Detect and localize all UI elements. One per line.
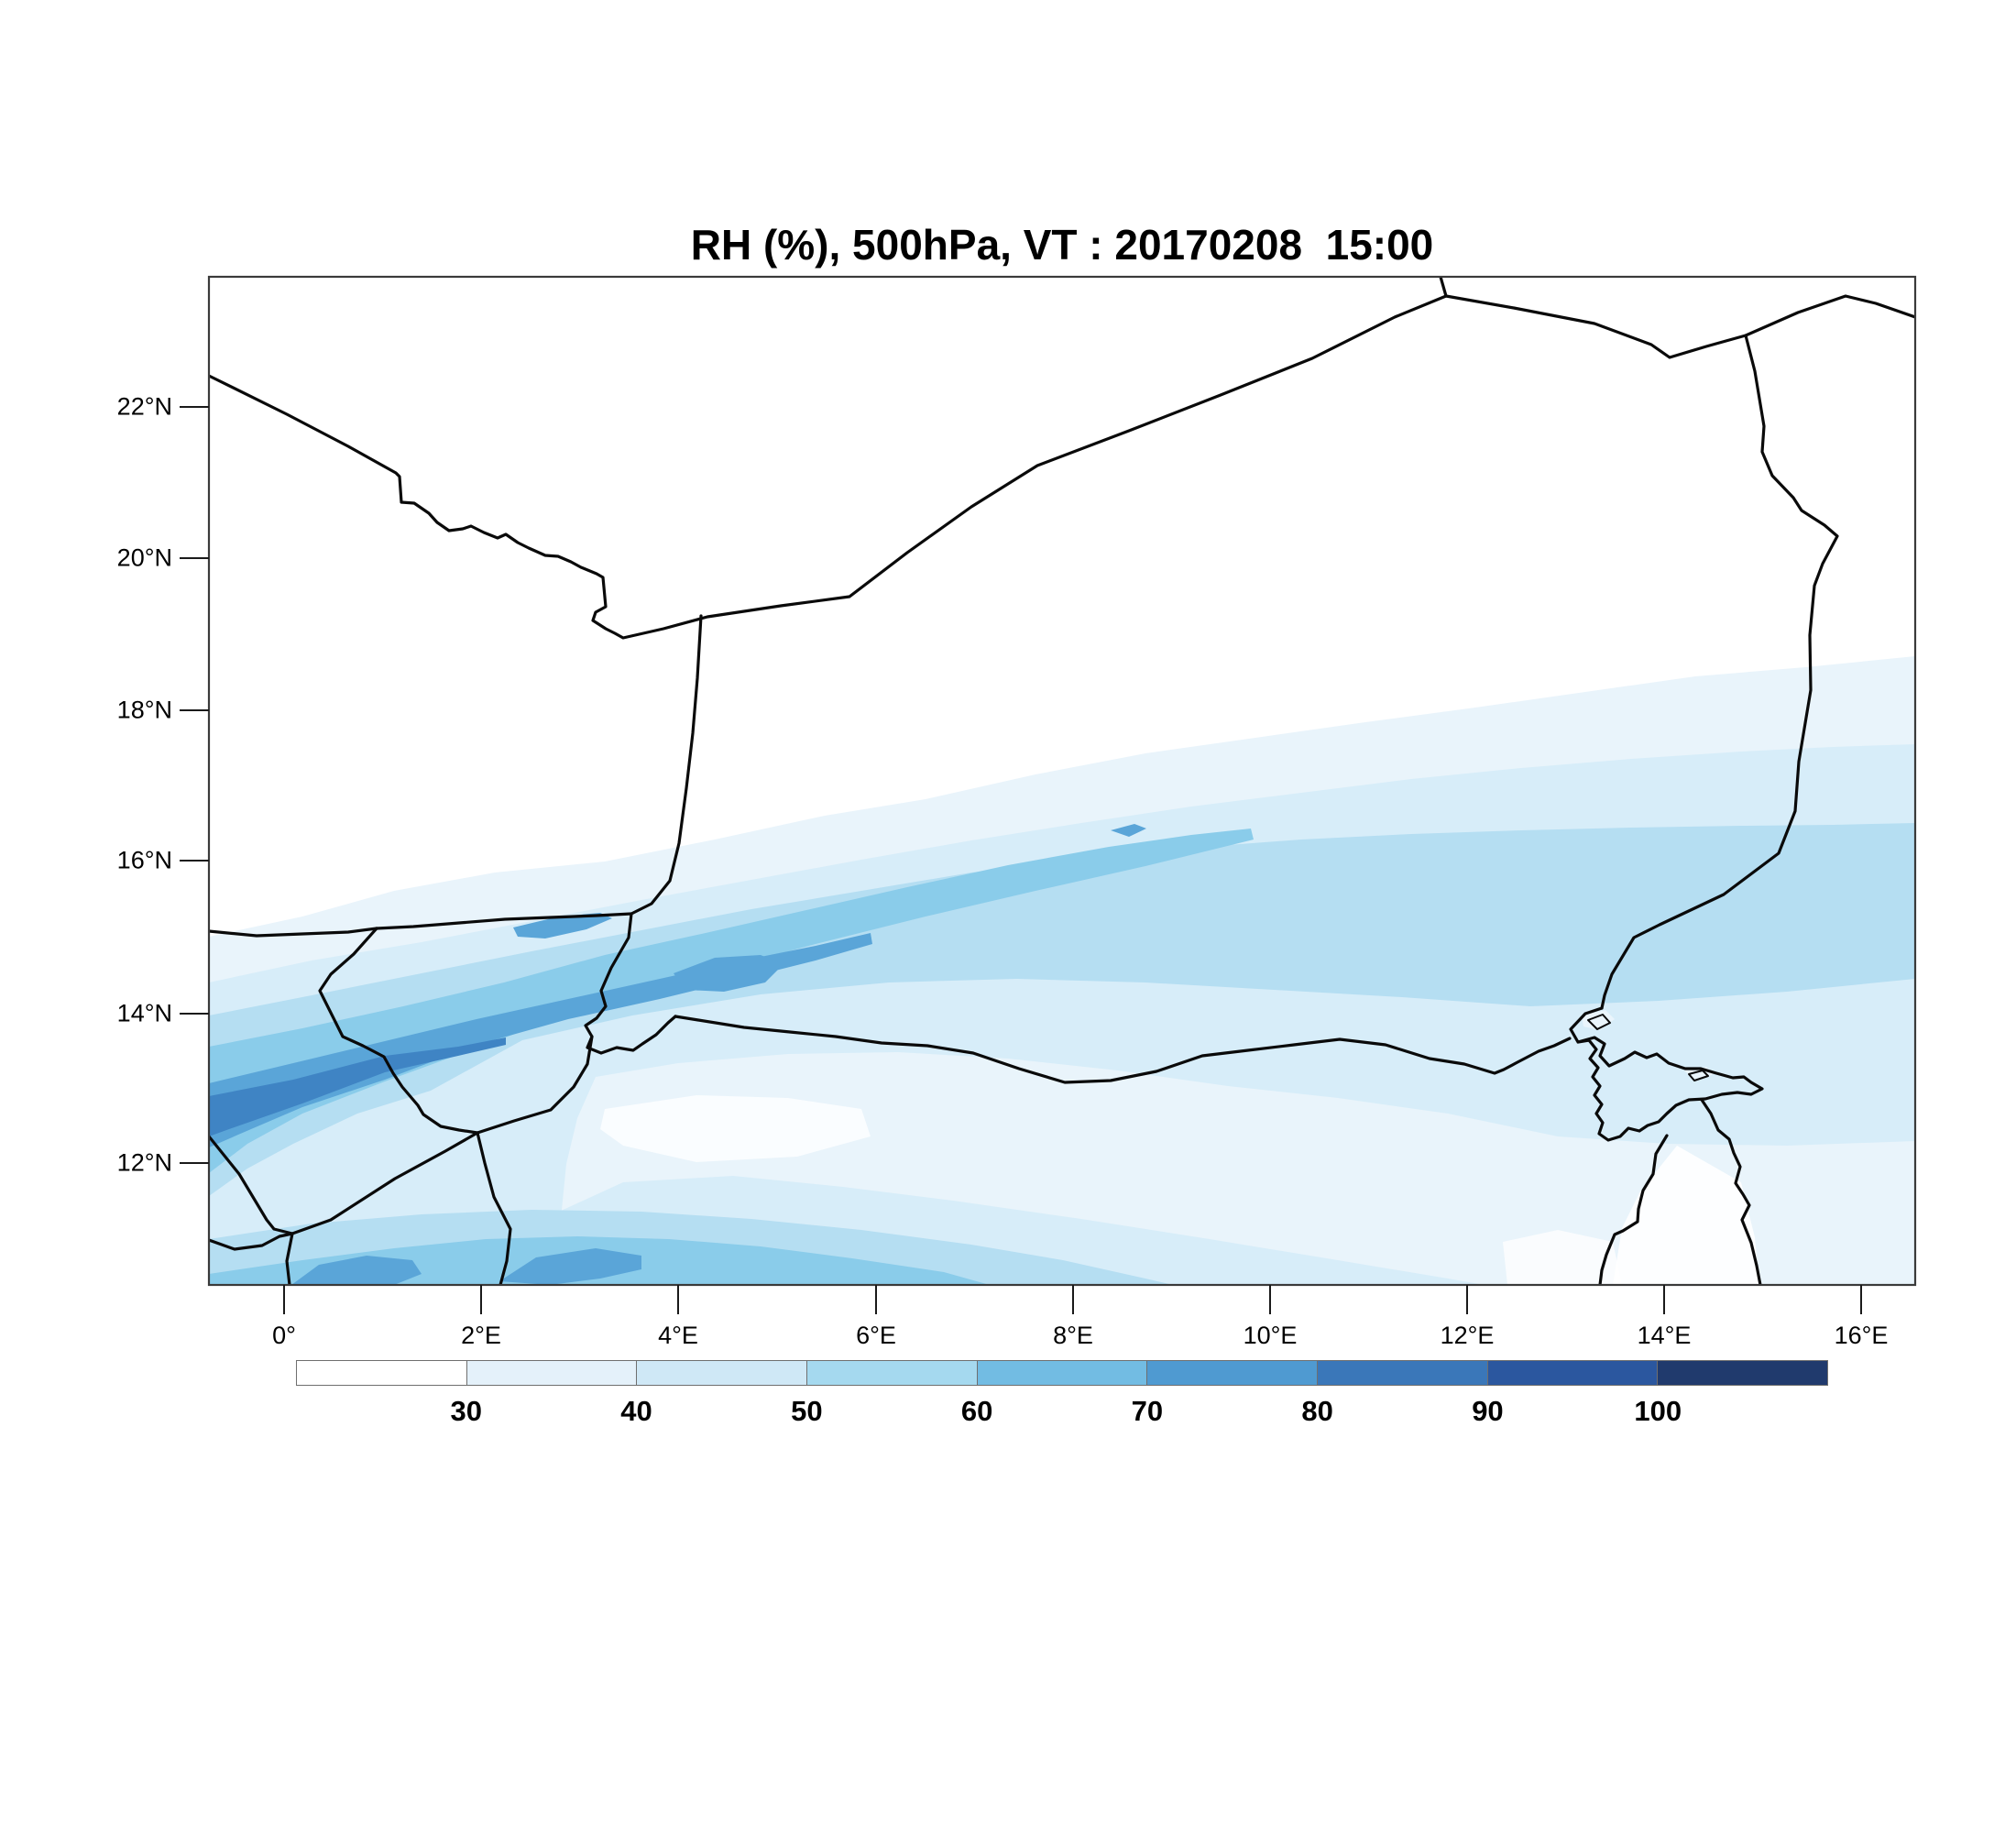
lat-tick-label: 22°N (116, 392, 172, 421)
map-frame (207, 275, 1917, 1287)
lake-chad-outline (1569, 1006, 1764, 1142)
rh-band-70-blob (674, 955, 783, 992)
lat-tick-label: 14°N (116, 999, 172, 1027)
lon-tick-label: 0° (272, 1322, 296, 1349)
colorbar-segment-50-60 (806, 1361, 977, 1385)
lon-tick-label: 12°E (1440, 1322, 1495, 1349)
colorbar-segment-30-40 (466, 1361, 637, 1385)
border-nigeria-cameroon (1598, 1134, 1669, 1285)
colorbar-tick-label: 50 (791, 1395, 823, 1427)
lat-tick-label: 12°N (116, 1148, 172, 1177)
colorbar-tick-label: 40 (620, 1395, 652, 1427)
colorbar-tick-label: 80 (1301, 1395, 1333, 1427)
border-mali-niger (584, 614, 703, 1055)
border-burkina-ghana-upper (209, 1135, 294, 1235)
rh-shading-layer (209, 656, 1915, 1285)
border-benin-togo (476, 1131, 512, 1285)
lat-tick-label: 16°N (116, 846, 172, 874)
axis-ticks (180, 406, 1862, 1314)
dry-pocket-center (600, 1095, 871, 1162)
border-ghana-togo-stub (285, 1232, 294, 1285)
lon-tick-label: 6°E (856, 1322, 896, 1349)
lon-tick-label: 10°E (1243, 1322, 1298, 1349)
border-burkina-ghana-lower (209, 1232, 294, 1251)
border-mali-burkina (209, 912, 633, 938)
lat-tick-label: 18°N (116, 696, 172, 724)
border-burkina-niger (318, 927, 479, 1135)
colorbar-tick-label: 90 (1472, 1395, 1504, 1427)
rh-band-50 (209, 823, 1915, 1196)
colorbar-segment-60-70 (976, 1361, 1147, 1385)
colorbar-segment-70-80 (1146, 1361, 1318, 1385)
border-niger-nigeria (674, 1015, 1572, 1084)
rh-band-70-south-2 (499, 1248, 641, 1285)
colorbar-segment-<30 (297, 1361, 466, 1385)
colorbar-segment-90-100 (1486, 1361, 1658, 1385)
colorbar-segment-80-90 (1317, 1361, 1487, 1385)
rh-band-70-sliver (513, 913, 612, 938)
rh-band-70-dot (1111, 824, 1146, 837)
colorbar (296, 1360, 1828, 1386)
border-niger-libya (1444, 294, 1915, 359)
colorbar-segment->100 (1657, 1361, 1828, 1385)
border-togo-burkina-east (290, 1131, 479, 1235)
lake-chad-islet-1 (1587, 1014, 1611, 1030)
lake-chad-islet-2 (1688, 1070, 1709, 1081)
lon-tick-label: 8°E (1053, 1322, 1093, 1349)
border-benin-niger (476, 1035, 594, 1135)
lon-tick-label: 4°E (658, 1322, 698, 1349)
border-niger-chad (1600, 334, 1839, 1010)
rh-band-60 (209, 829, 1254, 1173)
border-algeria-mali-niger (209, 294, 1448, 640)
page-title: RH (%), 500hPa, VT : 20170208 15:00 (690, 221, 1434, 269)
lat-tick-label: 20°N (116, 543, 172, 572)
lon-tick-label: 16°E (1834, 1322, 1889, 1349)
colorbar-tick-label: 70 (1131, 1395, 1164, 1427)
colorbar-segment-40-50 (636, 1361, 807, 1385)
colorbar-tick-label: 100 (1634, 1395, 1682, 1427)
border-chad-nigeria (1700, 1098, 1762, 1285)
rh-band-80-core (209, 1037, 506, 1136)
colorbar-tick-label: 30 (450, 1395, 483, 1427)
rh-band-70-south-1 (291, 1256, 422, 1285)
lon-tick-label: 14°E (1637, 1322, 1692, 1349)
border-libya-stub (1439, 277, 1448, 298)
dry-pocket-south (1503, 1230, 1622, 1285)
lon-tick-label: 2°E (461, 1322, 501, 1349)
country-borders (209, 277, 1915, 1285)
colorbar-tick-label: 60 (960, 1395, 993, 1427)
